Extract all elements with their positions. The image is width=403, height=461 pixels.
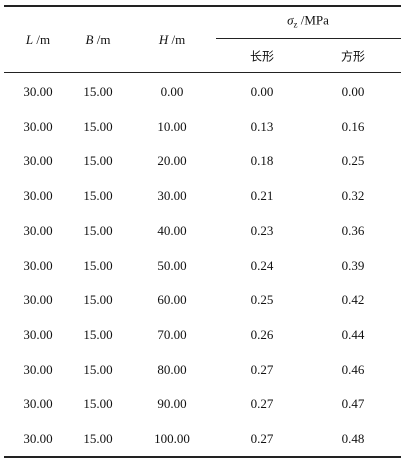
table-cell: 0.27 [250, 396, 274, 412]
header-rule [4, 72, 401, 73]
table-cell: 40.00 [157, 222, 187, 238]
table-cell: 0.00 [341, 84, 365, 99]
column-header: H /m [159, 32, 185, 48]
table-cell: 15.00 [83, 222, 113, 238]
table-cell: 15.00 [83, 257, 113, 273]
column-header: B /m [86, 32, 111, 48]
table-cell: 15.00 [83, 396, 113, 412]
group-header: σz /MPa [287, 13, 329, 30]
table-cell: 15.00 [83, 118, 113, 134]
table-cell: 0.42 [341, 292, 365, 308]
table-cell: 0.32 [341, 188, 365, 204]
table-cell: 90.00 [157, 396, 187, 412]
header-symbol: σ [287, 12, 294, 28]
table-cell: 0.36 [341, 222, 365, 238]
table-cell: 80.00 [157, 361, 187, 377]
table-cell: 30.00 [23, 153, 53, 169]
table-cell: 0.23 [250, 222, 274, 238]
table-cell: 15.00 [83, 84, 113, 99]
table-cell: 0.21 [250, 188, 274, 204]
table-cell: 15.00 [83, 326, 113, 342]
header-unit: /MPa [300, 12, 329, 28]
table-cell: 0.27 [250, 431, 274, 446]
header-symbol: B [85, 32, 94, 47]
table-cell: 0.00 [250, 84, 274, 99]
header-symbol: L [25, 32, 34, 47]
table-cell: 0.25 [250, 292, 274, 308]
table-cell: 70.00 [157, 326, 187, 342]
table-cell: 15.00 [83, 153, 113, 169]
table-cell: 0.27 [250, 361, 274, 377]
table-cell: 30.00 [23, 118, 53, 134]
table-cell: 30.00 [23, 361, 53, 377]
table-cell: 15.00 [83, 188, 113, 204]
header-unit: /m [96, 32, 111, 47]
header-unit: /m [171, 32, 186, 47]
table-cell: 0.39 [341, 257, 365, 273]
table-cell: 0.18 [250, 153, 274, 169]
bottom-rule [4, 456, 401, 458]
table-cell: 15.00 [83, 292, 113, 308]
table-cell: 30.00 [23, 431, 53, 446]
subcolumn-header: 方形 [340, 49, 366, 64]
group-rule [216, 38, 401, 39]
subcolumn-header: 长形 [249, 49, 275, 64]
table-cell: 0.26 [250, 326, 274, 342]
table-cell: 30.00 [23, 326, 53, 342]
table-cell: 0.25 [341, 153, 365, 169]
table-cell: 30.00 [23, 257, 53, 273]
header-unit: /m [36, 32, 51, 47]
table-cell: 0.46 [341, 361, 365, 377]
table-cell: 20.00 [157, 153, 187, 169]
table-cell: 0.24 [250, 257, 274, 273]
header-subscript: z [293, 19, 298, 30]
table-cell: 30.00 [23, 222, 53, 238]
table-cell: 100.00 [154, 431, 190, 446]
table-cell: 30.00 [157, 188, 187, 204]
table-cell: 30.00 [23, 188, 53, 204]
table-cell: 0.13 [250, 118, 274, 134]
top-rule [4, 5, 401, 7]
table-cell: 0.48 [341, 431, 365, 446]
table-cell: 10.00 [157, 118, 187, 134]
table-cell: 0.16 [341, 118, 365, 134]
table-cell: 60.00 [157, 292, 187, 308]
table-cell: 30.00 [23, 396, 53, 412]
table-cell: 15.00 [83, 431, 113, 446]
table-cell: 30.00 [23, 84, 53, 99]
table-cell: 0.00 [160, 84, 184, 99]
table-cell: 50.00 [157, 257, 187, 273]
table-cell: 30.00 [23, 292, 53, 308]
column-header: L /m [26, 32, 50, 48]
header-symbol: H [158, 32, 169, 47]
table-cell: 15.00 [83, 361, 113, 377]
table-cell: 0.47 [341, 396, 365, 412]
table-cell: 0.44 [341, 326, 365, 342]
